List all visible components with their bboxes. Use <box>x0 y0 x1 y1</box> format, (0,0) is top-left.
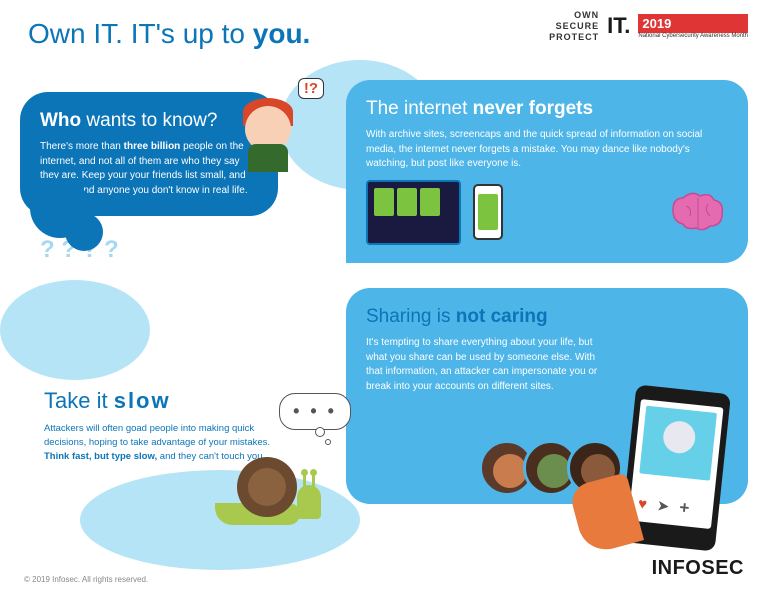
tv-icon <box>366 180 461 245</box>
sharing-title: Sharing is not caring <box>366 306 728 328</box>
share-arrow-icon: ➤ <box>656 496 670 515</box>
snail-head-icon <box>297 485 321 519</box>
logo-own: OWN <box>549 10 599 21</box>
thought-bubble-icon: • • • <box>279 393 351 430</box>
copyright: © 2019 Infosec. All rights reserved. <box>24 575 148 584</box>
logo-protect: PROTECT <box>549 32 599 43</box>
who-body: There's more than three billion people o… <box>40 140 258 198</box>
plus-icon: + <box>678 498 690 519</box>
who-title: Who wants to know? <box>40 110 258 132</box>
who-title-rest: wants to know? <box>81 110 217 131</box>
infosec-logo: INFOSEC <box>652 557 744 580</box>
never-images <box>366 180 728 245</box>
own-secure-protect: OWN SECURE PROTECT <box>549 10 599 42</box>
bg-cloud <box>0 280 150 380</box>
sharing-body: It's tempting to share everything about … <box>366 336 601 394</box>
snail-illustration: • • • <box>215 445 325 525</box>
slow-title: Take it slow <box>44 388 294 414</box>
title-bold: you. <box>253 18 311 49</box>
section-sharing: Sharing is not caring It's tempting to s… <box>346 288 748 504</box>
never-body: With archive sites, screencaps and the q… <box>366 128 728 172</box>
logo-area: OWN SECURE PROTECT IT. 2019 National Cyb… <box>549 10 748 42</box>
boy-illustration: !? <box>230 82 306 172</box>
snail-shell-icon <box>237 457 297 517</box>
heart-icon: ♥ <box>637 495 648 513</box>
brain-icon <box>668 188 728 236</box>
year-badge: 2019 <box>638 14 748 33</box>
it-icon: IT. <box>607 13 630 39</box>
hand-phone-illustration: ♥ ➤ + <box>588 389 733 549</box>
body-icon <box>248 144 288 172</box>
logo-secure: SECURE <box>549 21 599 32</box>
grandma-icon <box>661 420 696 455</box>
phone-icon <box>473 184 503 240</box>
page-title: Own IT. IT's up to you. <box>28 18 310 50</box>
speech-bubble-icon: !? <box>298 78 324 99</box>
thought-dot-icon <box>325 439 331 445</box>
question-marks-icon: ? ? ? ? <box>40 236 119 264</box>
ncsam-label: National Cybersecurity Awareness Month <box>638 33 748 39</box>
thought-dot-icon <box>315 427 325 437</box>
title-text: Own IT. IT's up to <box>28 18 253 49</box>
never-title: The internet never forgets <box>366 98 728 120</box>
who-title-bold: Who <box>40 110 81 131</box>
section-never-forgets: The internet never forgets With archive … <box>346 80 748 263</box>
